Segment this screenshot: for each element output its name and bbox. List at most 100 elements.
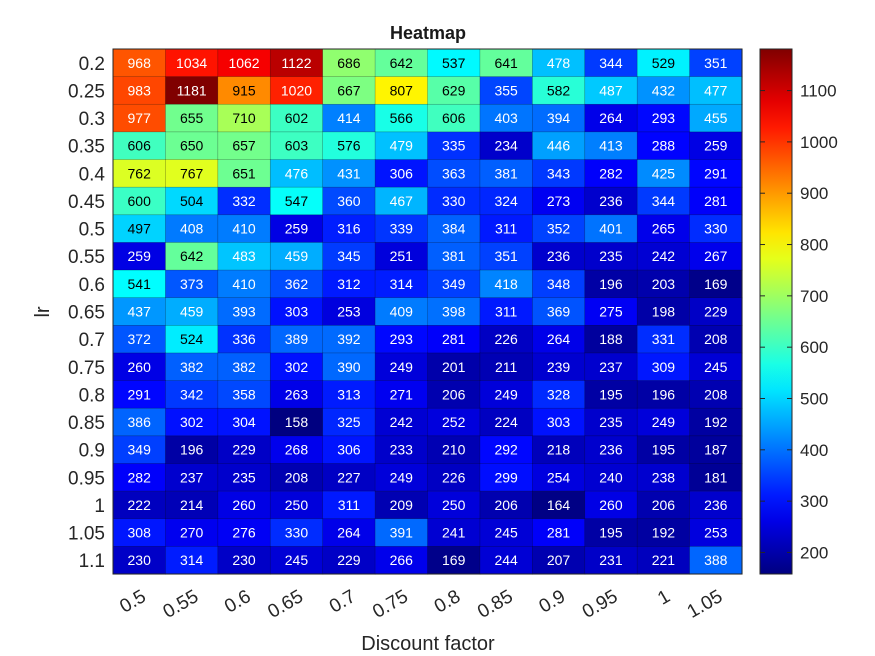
cell-value-label: 259 (704, 138, 728, 154)
cell-value-label: 206 (442, 386, 466, 402)
cell-value-label: 382 (180, 359, 204, 375)
cell-value-label: 392 (337, 331, 361, 347)
heatmap-cell (374, 325, 429, 354)
heatmap-cell (165, 325, 219, 354)
cell-value-label: 281 (442, 331, 466, 347)
y-tick-label: 0.2 (79, 54, 105, 75)
cell-value-label: 234 (494, 138, 518, 154)
cell-value-label: 314 (390, 276, 414, 292)
cell-value-label: 230 (128, 552, 152, 568)
heatmap-cell (165, 352, 219, 382)
cell-value-label: 968 (128, 55, 152, 71)
x-tick-label: 0.55 (160, 586, 203, 623)
heatmap-cell (217, 103, 271, 133)
y-tick-label: 0.7 (79, 330, 105, 351)
cell-value-label: 208 (285, 469, 309, 485)
heatmap-cell (636, 463, 691, 492)
cell-value-label: 432 (652, 82, 676, 98)
cell-value-label: 281 (547, 525, 571, 541)
cell-value-label: 393 (232, 304, 256, 320)
cell-value-label: 600 (128, 193, 152, 209)
x-tick-label: 0.9 (536, 586, 569, 617)
x-tick-labels: 0.5 0.55 0.6 0.65 0.7 0.75 0.8 0.85 0.9 0.95 1 1.05 (116, 586, 726, 623)
heatmap-cell (427, 76, 481, 105)
heatmap-cell (584, 325, 638, 354)
cell-value-label: 325 (337, 414, 361, 430)
y-tick-labels: 0.2 0.25 0.3 0.35 0.4 0.45 0.5 0.55 0.6 0.65 0.7 0.… (68, 54, 105, 572)
cell-value-label: 268 (285, 442, 309, 458)
colorbar-tick-label: 600 (800, 338, 828, 357)
cell-value-label: 358 (232, 386, 256, 402)
cell-value-label: 459 (180, 304, 204, 320)
cell-value-label: 207 (547, 552, 571, 568)
cell-value-label: 249 (390, 359, 414, 375)
cell-value-label: 181 (704, 469, 728, 485)
cell-value-label: 1062 (228, 55, 259, 71)
cell-value-label: 349 (442, 276, 466, 292)
cell-value-label: 241 (442, 525, 466, 541)
cell-value-label: 292 (494, 442, 518, 458)
cell-value-label: 410 (232, 276, 256, 292)
heatmap-cell (427, 463, 481, 492)
cell-value-label: 276 (232, 525, 256, 541)
y-tick-label: 0.65 (68, 303, 105, 324)
x-tick-label: 0.85 (474, 586, 517, 623)
heatmap-cell (532, 435, 586, 465)
cell-value-label: 339 (390, 221, 414, 237)
cell-value-label: 195 (599, 386, 623, 402)
heatmap-cell (112, 490, 167, 520)
cell-value-label: 324 (494, 193, 518, 209)
heatmap-cell (112, 463, 167, 492)
heatmap-cell (532, 463, 586, 492)
heatmap-cell (584, 546, 638, 575)
cell-value-label: 576 (337, 138, 361, 154)
heatmap-cell (269, 435, 324, 465)
cell-value-label: 239 (547, 359, 571, 375)
cell-value-label: 236 (599, 193, 623, 209)
heatmap-cell (322, 297, 376, 326)
cell-value-label: 1020 (281, 82, 312, 98)
heatmap-cell (532, 186, 586, 216)
heatmap-cell (269, 186, 324, 216)
cell-value-label: 226 (494, 331, 518, 347)
heatmap-cell (689, 407, 743, 437)
cell-value-label: 655 (180, 110, 204, 126)
cell-value-label: 335 (442, 138, 466, 154)
cell-value-label: 915 (232, 82, 256, 98)
heatmap-cell (689, 103, 743, 133)
cell-value-label: 418 (494, 276, 518, 292)
heatmap-cell (584, 352, 638, 382)
heatmap-cell (479, 186, 533, 216)
y-tick-label: 0.9 (79, 441, 105, 462)
cell-value-label: 259 (285, 221, 309, 237)
cell-value-label: 384 (442, 221, 466, 237)
cell-value-label: 403 (494, 110, 518, 126)
cell-value-label: 381 (494, 165, 518, 181)
heatmap-cell (636, 325, 691, 354)
cell-value-label: 260 (128, 359, 152, 375)
heatmap-cell (427, 546, 481, 575)
y-axis-label: lr (32, 306, 54, 317)
cell-value-label: 208 (704, 331, 728, 347)
cell-value-label: 408 (180, 221, 204, 237)
cell-value-label: 302 (180, 414, 204, 430)
cell-value-label: 263 (285, 386, 309, 402)
heatmap-cell (374, 76, 429, 105)
cell-value-label: 394 (547, 110, 571, 126)
cell-value-label: 355 (494, 82, 518, 98)
x-tick-label: 0.95 (579, 586, 622, 623)
cell-value-label: 306 (390, 165, 414, 181)
cell-value-label: 983 (128, 82, 152, 98)
cell-value-label: 352 (547, 221, 571, 237)
x-tick-label: 0.8 (431, 586, 464, 617)
heatmap-cell (636, 159, 691, 188)
colorbar-tick-label: 200 (800, 543, 828, 562)
heatmap-cell (532, 214, 586, 244)
chart-title: Heatmap (390, 23, 466, 43)
heatmap-cell (689, 242, 743, 271)
cell-value-label: 206 (652, 497, 676, 513)
cell-value-label: 541 (128, 276, 152, 292)
heatmap-cell (532, 518, 586, 547)
cell-value-label: 235 (599, 248, 623, 264)
cell-value-label: 657 (232, 138, 256, 154)
